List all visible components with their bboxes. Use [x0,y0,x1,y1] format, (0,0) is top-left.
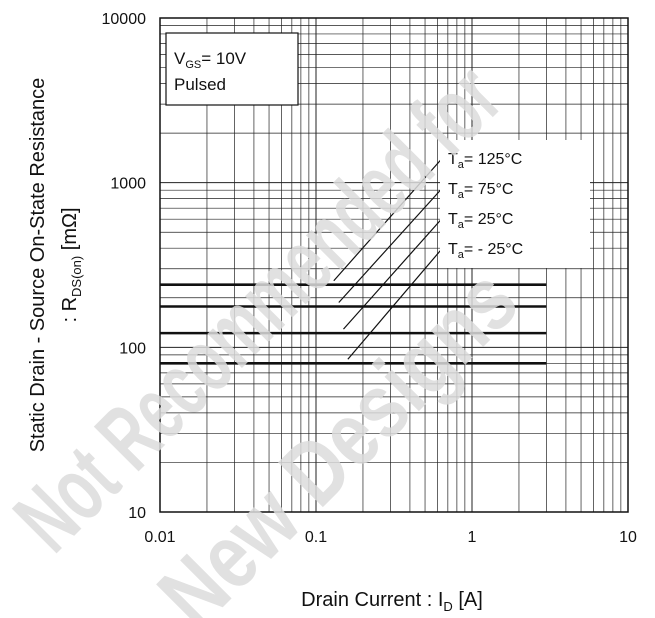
legend-leader-line [338,183,447,303]
vgs-condition: VGS= 10V [174,49,247,71]
legend-label: Ta= 25°C [448,211,513,231]
legend-label: Ta= 125°C [448,151,522,171]
x-tick-label: 0.1 [305,529,327,546]
legend-leader-line [333,153,447,282]
y-tick-labels: 10 100 1000 10000 [102,11,147,522]
plot-frame [159,17,629,513]
x-tick-label: 1 [468,529,477,546]
y-tick-label: 10 [128,505,146,522]
series-group [160,283,547,365]
y-tick-label: 100 [119,340,146,357]
x-tick-label: 0.01 [144,529,175,546]
legend-leader-line [347,243,447,360]
pulsed-condition: Pulsed [174,75,226,94]
x-tick-labels: 0.01 0.1 1 10 [144,529,637,546]
legend-leaders [333,153,447,360]
legend-label: Ta= 75°C [448,181,513,201]
y-axis-title-line1: Static Drain - Source On-State Resistanc… [27,78,49,453]
y-tick-label: 10000 [102,11,147,28]
legend: Ta= 125°C Ta= 75°C Ta= 25°C Ta= - 25°C [440,140,590,268]
x-tick-label: 10 [619,529,637,546]
legend-label: Ta= - 25°C [448,241,523,261]
conditions-box: VGS= 10V Pulsed [165,32,299,106]
legend-leader-line [343,213,447,330]
y-tick-label: 1000 [110,176,146,193]
watermark: Not Recommended for New Designs [0,46,537,618]
y-axis-title-line2: : RDS(on) [mΩ] [59,207,84,322]
x-axis-title: Drain Current : ID [A] [301,589,483,614]
